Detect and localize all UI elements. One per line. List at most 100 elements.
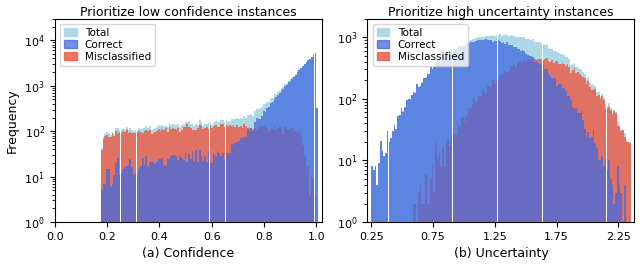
Bar [302,66,304,266]
Bar [151,162,152,266]
Bar [147,128,149,266]
Bar [101,148,102,266]
Bar [527,55,529,266]
Bar [421,203,423,266]
Bar [138,169,140,266]
Bar [122,169,124,266]
Bar [145,130,147,266]
Bar [511,35,513,266]
Bar [208,129,209,266]
Bar [602,94,603,266]
Bar [247,129,248,266]
Bar [406,100,408,266]
Bar [227,153,229,266]
Bar [192,130,193,266]
Bar [101,190,102,266]
Title: Prioritize high uncertainty instances: Prioritize high uncertainty instances [388,6,614,19]
Bar [561,54,563,266]
Bar [427,203,428,266]
Bar [288,130,289,266]
Bar [117,133,118,266]
Bar [602,97,603,266]
Bar [138,131,140,266]
Bar [570,73,572,266]
Bar [145,126,147,266]
Bar [302,144,304,266]
Bar [612,113,613,266]
Bar [216,127,218,266]
Bar [229,120,231,266]
Bar [302,66,304,266]
Bar [494,84,496,266]
Bar [548,48,549,266]
Bar [133,175,134,266]
Bar [204,156,206,266]
Bar [268,132,270,266]
Bar [608,107,610,266]
Bar [177,128,179,266]
Bar [266,128,268,266]
Bar [479,37,480,266]
Bar [591,90,593,266]
Bar [316,108,318,266]
Bar [449,52,451,266]
Bar [472,105,473,266]
Bar [380,141,381,266]
Bar [117,128,118,266]
Bar [195,124,197,266]
Bar [176,130,177,266]
Bar [470,42,472,266]
Bar [501,36,502,266]
Bar [106,132,108,266]
Bar [113,175,115,266]
Bar [286,83,288,266]
Bar [190,124,191,266]
Bar [591,85,593,266]
Bar [373,170,374,266]
Bar [257,109,259,266]
Bar [460,46,461,266]
Bar [593,89,595,266]
Bar [437,59,438,266]
Bar [297,71,298,266]
Bar [240,126,241,266]
Bar [491,84,492,266]
Bar [165,166,167,266]
Bar [502,74,504,266]
Bar [548,73,549,266]
Bar [595,89,596,266]
Bar [584,128,586,266]
Bar [454,48,456,266]
Bar [541,65,543,266]
Bar [546,58,548,266]
Bar [573,68,575,266]
Bar [509,68,511,266]
Bar [567,95,568,266]
Bar [131,167,133,266]
Bar [306,62,307,266]
Bar [174,155,175,266]
Bar [470,108,472,266]
Bar [406,100,408,266]
Bar [306,169,307,266]
Bar [622,130,624,266]
Bar [603,101,605,266]
Bar [250,128,252,266]
Bar [307,60,309,266]
Bar [468,43,470,266]
Bar [156,162,158,266]
Bar [615,193,617,266]
Bar [608,160,610,266]
Bar [399,115,401,266]
Bar [563,88,565,266]
Bar [465,123,467,266]
Bar [629,222,630,266]
Bar [211,163,213,266]
Bar [272,102,273,266]
Bar [480,95,482,266]
Bar [376,185,378,266]
Bar [435,64,437,266]
Bar [625,142,627,266]
Bar [254,128,256,266]
Bar [608,103,610,266]
